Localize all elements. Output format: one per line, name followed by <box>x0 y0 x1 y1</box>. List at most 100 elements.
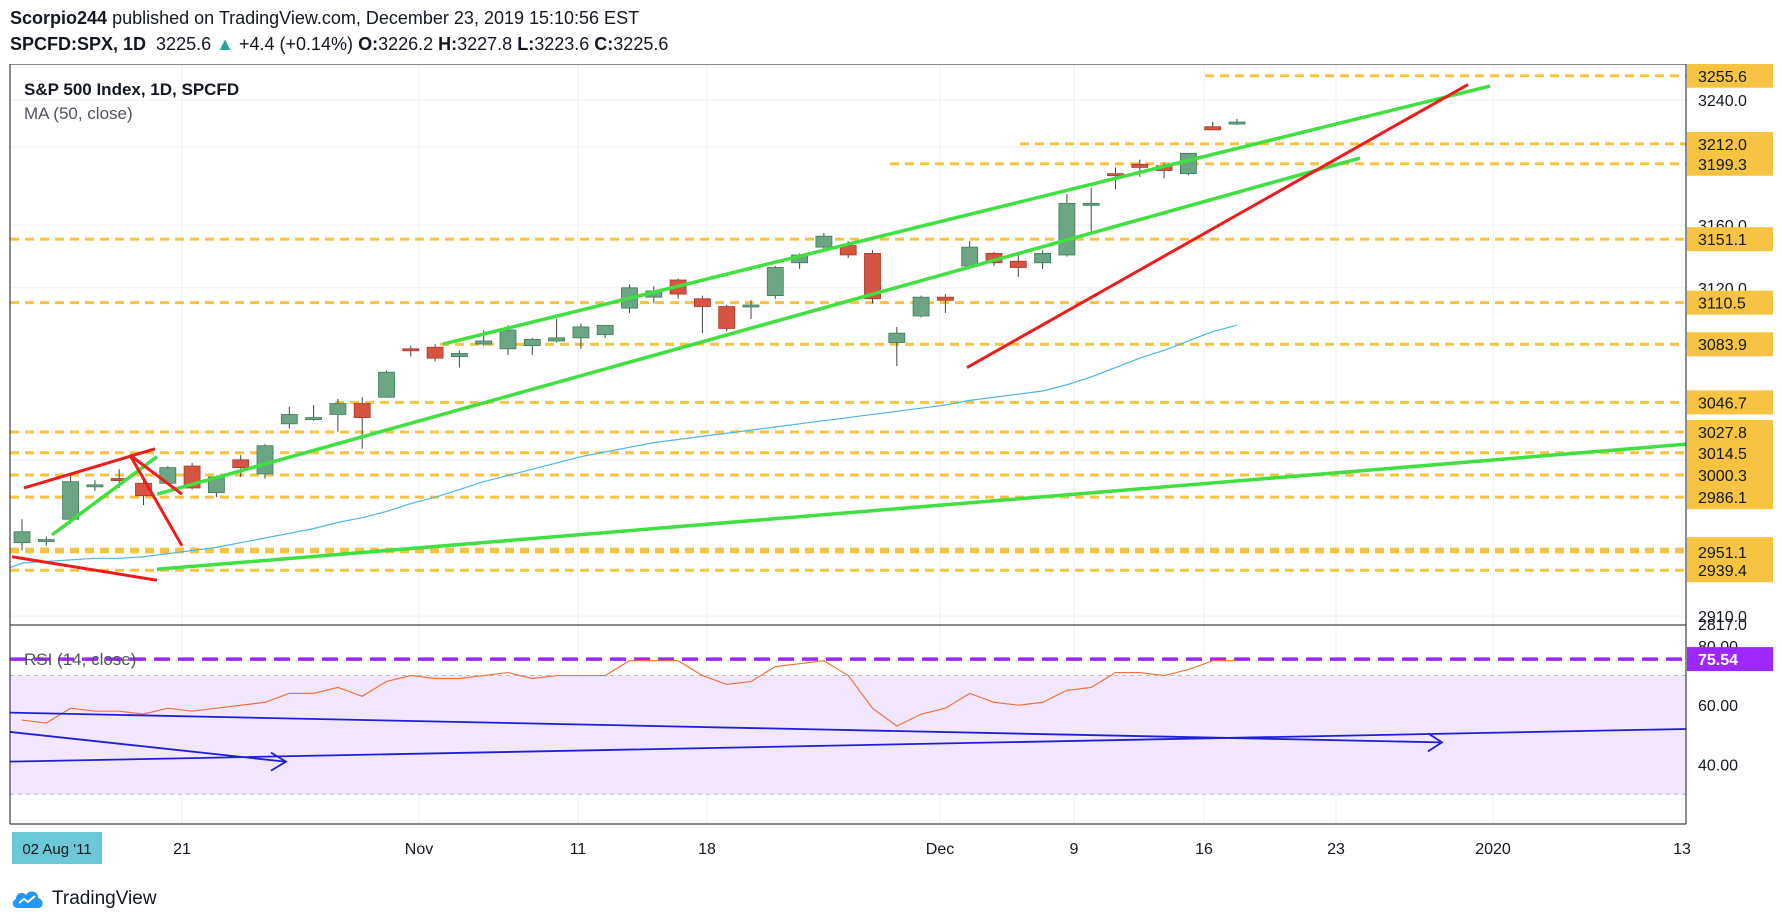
candle-body[interactable] <box>1058 202 1076 256</box>
candle-body[interactable] <box>1204 126 1222 131</box>
price-level-label: 3255.6 <box>1698 69 1747 86</box>
candle-body[interactable] <box>572 326 590 339</box>
price-axis-tick: 3240.0 <box>1698 93 1747 110</box>
time-axis-tick: 2020 <box>1475 841 1511 858</box>
candle-body[interactable] <box>353 403 371 418</box>
candle-body[interactable] <box>426 346 444 359</box>
rsi-line[interactable] <box>21 660 1237 727</box>
candle-body[interactable] <box>329 403 347 415</box>
candle-body[interactable] <box>450 353 468 358</box>
candle-body[interactable] <box>256 445 274 475</box>
ma50-line[interactable] <box>9 324 1238 569</box>
red-trendline[interactable] <box>966 83 1469 369</box>
blue-trendline[interactable] <box>9 731 286 763</box>
green-trendline[interactable] <box>156 156 1361 496</box>
chart-area[interactable]: 3240.03160.03120.03046.73027.83014.53000… <box>0 63 1782 874</box>
price-axis-tick: 2910.0 <box>1698 609 1747 626</box>
footer: TradingView <box>10 884 157 914</box>
tradingview-cloud-icon[interactable] <box>10 888 46 910</box>
candle-body[interactable] <box>766 267 784 297</box>
crosshair-date-label: 02 Aug '11 <box>22 841 91 858</box>
candle-body[interactable] <box>1082 202 1100 206</box>
price-level-label: 3110.5 <box>1698 296 1746 313</box>
candle-body[interactable] <box>499 329 517 350</box>
candle-body[interactable] <box>718 306 736 329</box>
price-level-label: 3000.3 <box>1698 468 1747 485</box>
green-trendline[interactable] <box>156 442 1687 572</box>
candle-body[interactable] <box>937 296 954 301</box>
candle-body[interactable] <box>378 371 395 398</box>
rsi-legend[interactable]: RSI (14, close) <box>24 650 137 669</box>
blue-trendline[interactable] <box>9 711 1441 744</box>
time-axis-tick: 23 <box>1327 841 1345 858</box>
rsi-value-badge[interactable] <box>1687 647 1773 672</box>
rsi-value-label: 75.54 <box>1698 652 1738 669</box>
last-price: 3225.6 <box>156 34 212 54</box>
green-trendline[interactable] <box>442 84 1491 346</box>
open-label: O: <box>358 34 379 54</box>
blue-trendline[interactable] <box>9 728 1687 763</box>
crosshair-date-badge[interactable] <box>12 832 102 864</box>
chart-svg[interactable]: 3240.03160.03120.03046.73027.83014.53000… <box>0 63 1782 874</box>
time-axis-tick: Nov <box>405 841 433 858</box>
candle-body[interactable] <box>596 324 614 336</box>
candle-body[interactable] <box>961 246 979 267</box>
arrow-head-icon <box>1427 732 1444 753</box>
price-level-label: 2986.1 <box>1698 490 1747 507</box>
price-level-badge[interactable] <box>1687 485 1773 510</box>
published-text: published on TradingView.com, December 2… <box>112 8 640 28</box>
price-level-badge[interactable] <box>1687 151 1773 176</box>
author-name[interactable]: Scorpio244 <box>10 8 108 28</box>
low-value: 3223.6 <box>534 34 590 54</box>
candle-body[interactable] <box>912 296 930 317</box>
price-level-label: 3083.9 <box>1698 337 1747 354</box>
candle-body[interactable] <box>232 459 250 469</box>
candle-body[interactable] <box>305 417 323 420</box>
candle-body[interactable] <box>888 332 906 343</box>
open-value: 3226.2 <box>378 34 434 54</box>
price-level-label: 3046.7 <box>1698 395 1747 412</box>
candle-body[interactable] <box>86 484 104 488</box>
time-axis-tick: 18 <box>698 841 716 858</box>
candle-body[interactable] <box>1034 252 1051 264</box>
tradingview-brand[interactable]: TradingView <box>52 888 157 909</box>
candle-body[interactable] <box>1009 260 1027 268</box>
price-level-label: 3014.5 <box>1698 446 1747 463</box>
candle-body[interactable] <box>864 252 881 300</box>
candle-body[interactable] <box>62 481 79 520</box>
red-trendline[interactable] <box>23 447 156 490</box>
candle-body[interactable] <box>523 338 541 347</box>
time-axis-tick: 16 <box>1195 841 1213 858</box>
time-axis-tick: Dec <box>926 841 954 858</box>
candle-body[interactable] <box>1228 121 1246 125</box>
chart-title-legend[interactable]: S&P 500 Index, 1D, SPCFD <box>24 80 240 99</box>
time-axis-tick: 9 <box>1070 841 1079 858</box>
red-trendline[interactable] <box>11 555 158 582</box>
price-level-badge[interactable] <box>1687 558 1773 583</box>
price-axis-tick: 2817.0 <box>1698 617 1747 634</box>
price-level-badge[interactable] <box>1687 63 1773 88</box>
symbol-label: SPCFD:SPX, 1D <box>10 34 147 54</box>
price-level-badge[interactable] <box>1687 290 1773 315</box>
price-level-badge[interactable] <box>1687 390 1773 415</box>
candle-body[interactable] <box>548 337 565 342</box>
candle-body[interactable] <box>280 414 298 425</box>
price-level-badge[interactable] <box>1687 419 1773 444</box>
candle-body[interactable] <box>742 304 760 308</box>
candle-body[interactable] <box>815 235 833 248</box>
candle-body[interactable] <box>694 298 711 307</box>
red-trendline[interactable] <box>128 454 184 547</box>
price-level-badge[interactable] <box>1687 462 1773 487</box>
red-trendline[interactable] <box>129 453 183 496</box>
price-level-badge[interactable] <box>1687 332 1773 357</box>
candle-body[interactable] <box>402 348 420 352</box>
candle-body[interactable] <box>475 340 493 345</box>
price-level-badge[interactable] <box>1687 227 1773 252</box>
close-label: C: <box>594 34 614 54</box>
candle-body[interactable] <box>37 539 55 542</box>
ma-legend[interactable]: MA (50, close) <box>24 104 133 123</box>
time-axis-tick: 21 <box>173 841 191 858</box>
candle-body[interactable] <box>1131 163 1149 168</box>
candle-body[interactable] <box>13 531 31 544</box>
price-level-badge[interactable] <box>1687 440 1773 465</box>
